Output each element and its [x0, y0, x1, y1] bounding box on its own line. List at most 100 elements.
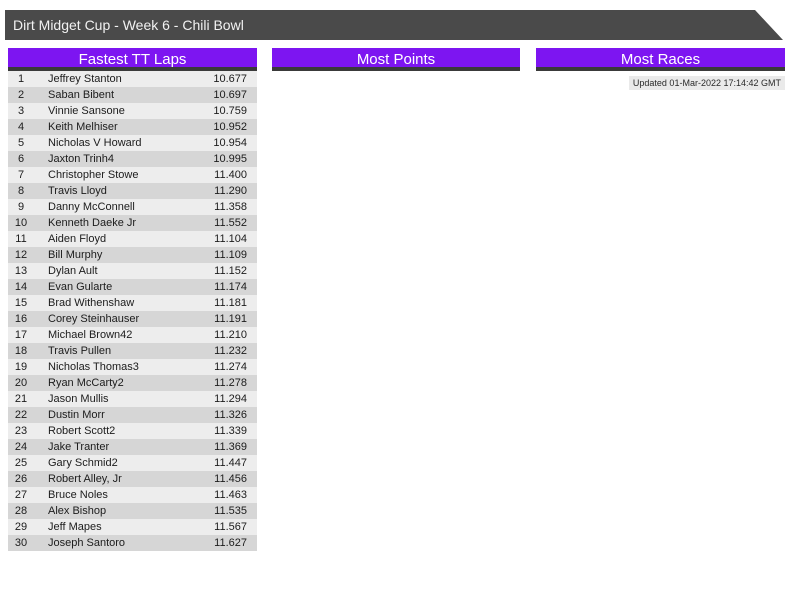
lap-time-cell: 11.339: [214, 425, 247, 437]
driver-name-cell: Jeff Mapes: [48, 521, 102, 533]
rank-cell: 26: [14, 473, 28, 485]
table-row: 8 Travis Lloyd 11.290: [8, 183, 257, 199]
driver-name-cell: Joseph Santoro: [48, 537, 126, 549]
table-row: 17 Michael Brown42 11.210: [8, 327, 257, 343]
driver-name-cell: Aiden Floyd: [48, 233, 107, 245]
table-row: 14 Evan Gularte 11.174: [8, 279, 257, 295]
table-row: 13 Dylan Ault 11.152: [8, 263, 257, 279]
table-row: 10 Kenneth Daeke Jr 11.552: [8, 215, 257, 231]
driver-name-cell: Brad Withenshaw: [48, 297, 135, 309]
driver-name-cell: Nicholas V Howard: [48, 137, 142, 149]
driver-name-cell: Robert Scott2: [48, 425, 116, 437]
rank-cell: 17: [14, 329, 28, 341]
table-row: 26 Robert Alley, Jr 11.456: [8, 471, 257, 487]
driver-name-cell: Gary Schmid2: [48, 457, 118, 469]
lap-time-cell: 11.447: [214, 457, 247, 469]
driver-name-cell: Bill Murphy: [48, 249, 103, 261]
page-title: Dirt Midget Cup - Week 6 - Chili Bowl: [13, 17, 244, 33]
table-row: 7 Christopher Stowe 11.400: [8, 167, 257, 183]
driver-name-cell: Keith Melhiser: [48, 121, 118, 133]
rank-cell: 4: [17, 121, 25, 133]
lap-time-cell: 10.995: [213, 153, 247, 165]
driver-name-cell: Dustin Morr: [48, 409, 105, 421]
driver-name-cell: Alex Bishop: [48, 505, 107, 517]
table-row: 30 Joseph Santoro 11.627: [8, 535, 257, 551]
rank-cell: 3: [17, 105, 25, 117]
lap-time-cell: 10.954: [213, 137, 247, 149]
rank-cell: 5: [17, 137, 25, 149]
table-row: 18 Travis Pullen 11.232: [8, 343, 257, 359]
rank-cell: 7: [17, 169, 25, 181]
lap-time-cell: 11.210: [214, 329, 247, 341]
lap-time-cell: 11.326: [214, 409, 247, 421]
driver-name-cell: Vinnie Sansone: [48, 105, 125, 117]
rank-cell: 18: [14, 345, 28, 357]
table-row: 3 Vinnie Sansone 10.759: [8, 103, 257, 119]
rank-cell: 20: [14, 377, 28, 389]
rank-cell: 2: [17, 89, 25, 101]
rank-cell: 23: [14, 425, 28, 437]
driver-name-cell: Jaxton Trinh4: [48, 153, 115, 165]
driver-name-cell: Christopher Stowe: [48, 169, 139, 181]
panel-most-races: Most Races: [536, 48, 785, 71]
table-row: 25 Gary Schmid2 11.447: [8, 455, 257, 471]
lap-time-cell: 11.232: [214, 345, 247, 357]
lap-time-cell: 11.567: [214, 521, 247, 533]
lap-time-cell: 11.456: [214, 473, 247, 485]
driver-name-cell: Evan Gularte: [48, 281, 113, 293]
driver-name-cell: Ryan McCarty2: [48, 377, 124, 389]
table-row: 21 Jason Mullis 11.294: [8, 391, 257, 407]
table-row: 20 Ryan McCarty2 11.278: [8, 375, 257, 391]
driver-name-cell: Travis Lloyd: [48, 185, 107, 197]
panel-most-points: Most Points: [272, 48, 520, 71]
rank-cell: 8: [17, 185, 25, 197]
rank-cell: 13: [14, 265, 28, 277]
table-row: 2 Saban Bibent 10.697: [8, 87, 257, 103]
table-row: 12 Bill Murphy 11.109: [8, 247, 257, 263]
table-row: 29 Jeff Mapes 11.567: [8, 519, 257, 535]
rank-cell: 25: [14, 457, 28, 469]
lap-time-cell: 11.535: [214, 505, 247, 517]
lap-time-cell: 10.697: [213, 89, 247, 101]
rank-cell: 27: [14, 489, 28, 501]
rank-cell: 21: [14, 393, 28, 405]
title-bar: Dirt Midget Cup - Week 6 - Chili Bowl: [5, 10, 783, 40]
panel-fastest-tt-laps: Fastest TT Laps 1 Jeffrey Stanton 10.677 2 S…: [8, 48, 257, 551]
rank-cell: 6: [17, 153, 25, 165]
panel-header-most-points: Most Points: [272, 48, 520, 71]
driver-name-cell: Robert Alley, Jr: [48, 473, 122, 485]
lap-time-cell: 11.369: [214, 441, 247, 453]
lap-time-cell: 11.552: [214, 217, 247, 229]
driver-name-cell: Travis Pullen: [48, 345, 112, 357]
table-row: 11 Aiden Floyd 11.104: [8, 231, 257, 247]
lap-time-cell: 11.627: [214, 537, 247, 549]
table-row: 23 Robert Scott2 11.339: [8, 423, 257, 439]
updated-timestamp: Updated 01-Mar-2022 17:14:42 GMT: [628, 76, 785, 90]
lap-time-cell: 10.759: [213, 105, 247, 117]
lap-time-cell: 11.358: [214, 201, 247, 213]
driver-name-cell: Jason Mullis: [48, 393, 109, 405]
table-row: 24 Jake Tranter 11.369: [8, 439, 257, 455]
table-row: 4 Keith Melhiser 10.952: [8, 119, 257, 135]
rank-cell: 30: [14, 537, 28, 549]
lap-time-cell: 11.191: [214, 313, 247, 325]
table-row: 5 Nicholas V Howard 10.954: [8, 135, 257, 151]
lap-time-cell: 10.952: [213, 121, 247, 133]
lap-time-cell: 10.677: [213, 73, 247, 85]
driver-name-cell: Dylan Ault: [48, 265, 98, 277]
lap-time-cell: 11.274: [214, 361, 247, 373]
table-row: 27 Bruce Noles 11.463: [8, 487, 257, 503]
table-row: 15 Brad Withenshaw 11.181: [8, 295, 257, 311]
driver-name-cell: Corey Steinhauser: [48, 313, 140, 325]
rank-cell: 19: [14, 361, 28, 373]
tt-laps-table: 1 Jeffrey Stanton 10.677 2 Saban Bibent 10.69…: [8, 71, 257, 551]
driver-name-cell: Kenneth Daeke Jr: [48, 217, 137, 229]
rank-cell: 24: [14, 441, 28, 453]
panel-header-fastest-tt-laps: Fastest TT Laps: [8, 48, 257, 71]
rank-cell: 1: [17, 73, 25, 85]
table-row: 6 Jaxton Trinh4 10.995: [8, 151, 257, 167]
lap-time-cell: 11.104: [214, 233, 247, 245]
table-row: 19 Nicholas Thomas3 11.274: [8, 359, 257, 375]
lap-time-cell: 11.294: [214, 393, 247, 405]
lap-time-cell: 11.400: [214, 169, 247, 181]
